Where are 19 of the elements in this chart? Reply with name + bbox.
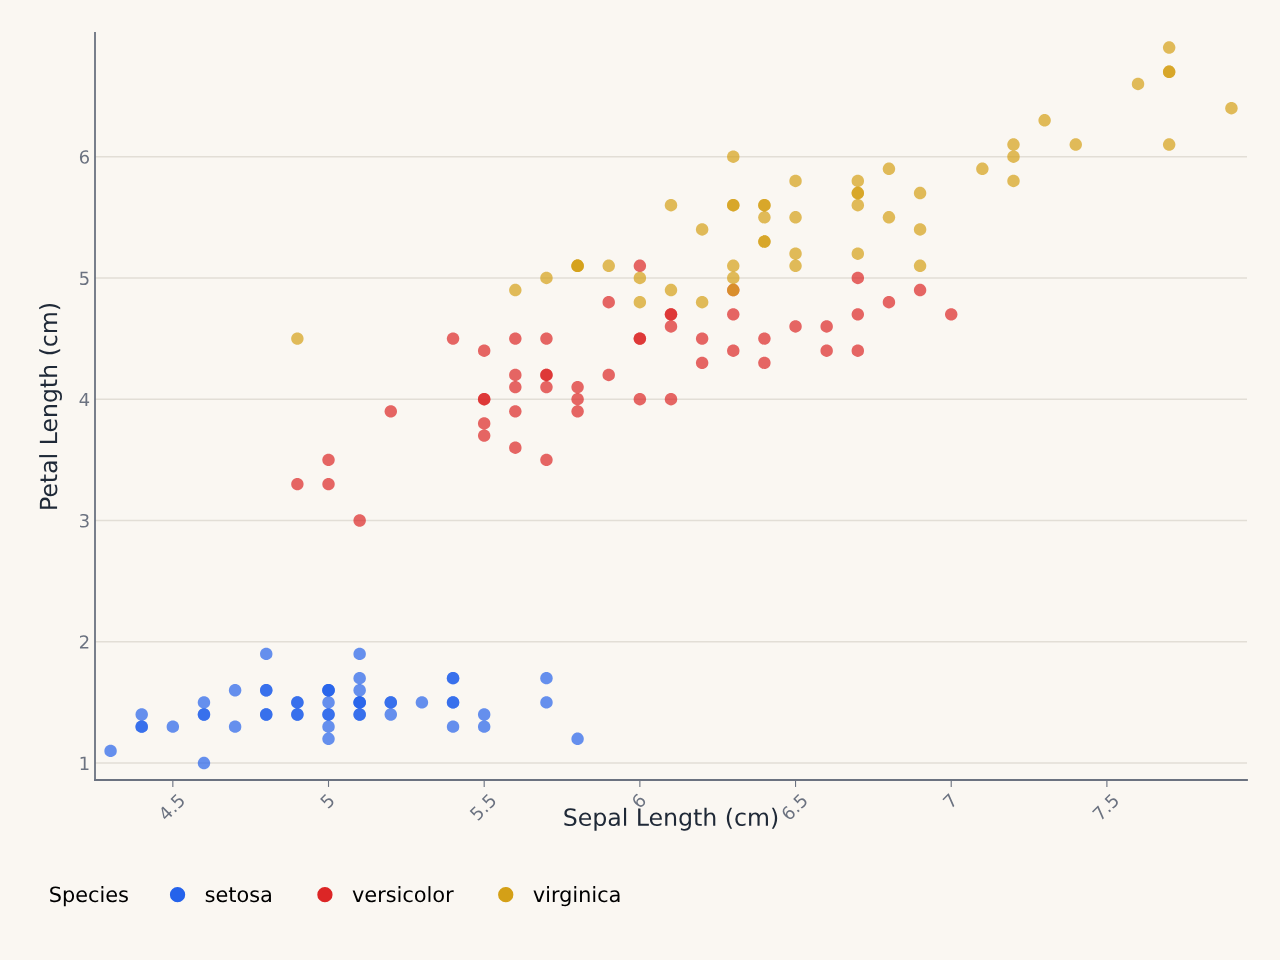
x-tick-label: 5.5 <box>469 793 497 822</box>
x-tick-label: 4.5 <box>157 793 186 822</box>
x-tick-label: 5 <box>319 793 336 809</box>
y-tick-label: 4 <box>79 392 90 407</box>
x-tick-label: 7 <box>942 793 958 809</box>
legend-title: Species <box>50 886 128 907</box>
y-tick-label: 1 <box>80 756 89 770</box>
y-tick-label: 2 <box>79 635 89 649</box>
legend-label: versicolor <box>352 886 454 903</box>
x-axis-title: Sepal Length (cm) <box>564 807 778 831</box>
legend-label: virginica <box>533 886 620 907</box>
x-tick-label: 6.5 <box>780 793 809 822</box>
y-axis-title: Petal Length (cm) <box>39 304 62 509</box>
y-tick-label: 6 <box>79 150 89 164</box>
x-tick-label: 6 <box>630 792 647 809</box>
x-tick-label: 7.5 <box>1092 793 1120 821</box>
y-tick-label: 3 <box>80 513 89 528</box>
legend-label: setosa <box>205 887 271 903</box>
y-tick-label: 5 <box>80 271 89 286</box>
